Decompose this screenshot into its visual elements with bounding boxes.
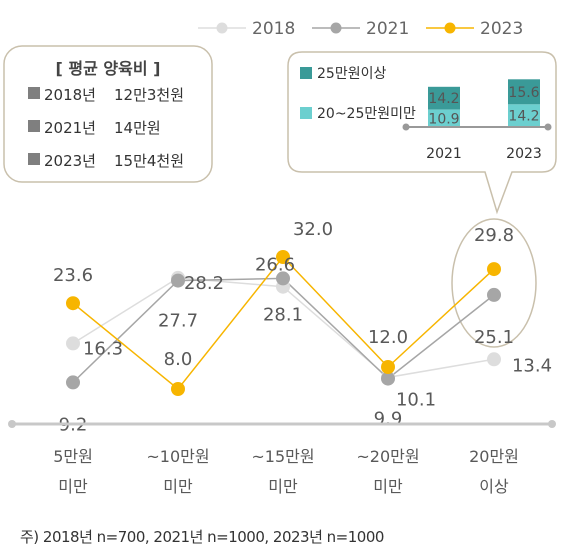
data-label-2023: 8.0 (164, 349, 193, 370)
inset-bar-segment (508, 104, 540, 127)
data-label-2018: 10.1 (396, 389, 436, 410)
data-label-2018: 16.3 (83, 338, 123, 359)
data-point-2021 (66, 375, 80, 390)
average-cost-bullet (28, 153, 40, 165)
x-tick-label: 이상 (479, 477, 509, 496)
inset-bar-label: 14.2 (428, 91, 459, 107)
x-tick-label: 5만원 (53, 447, 93, 466)
inset-callout-bubble (287, 51, 557, 215)
data-label-2018: 26.6 (255, 255, 295, 276)
inset-legend-label: 20~25만원미만 (317, 106, 416, 122)
legend-marker-2021 (330, 22, 342, 34)
data-label-2018: 28.2 (184, 273, 224, 294)
inset-bar-segment (508, 79, 540, 105)
average-cost-year: 2018년 (44, 86, 96, 104)
average-cost-year: 2023년 (44, 152, 96, 170)
inset-legend-swatch (300, 67, 312, 79)
average-cost-box: [ 평균 양육비 ] 2018년 12만3천원 2021년 14만원 2023년 15만4… (3, 45, 213, 183)
data-point-2018 (487, 352, 501, 367)
inset-bar-segment (428, 109, 460, 127)
highlight-ellipse (451, 218, 537, 348)
inset-legend-swatch (300, 107, 312, 119)
inset-callout: 25만원이상 20~25만원미만 10.9 14.2 2021 14.2 15.6 2023 (287, 51, 557, 215)
data-point-2021 (381, 371, 395, 386)
data-point-2021 (171, 273, 185, 288)
inset-x-label: 2023 (506, 146, 542, 162)
data-point-2018 (66, 336, 80, 351)
legend: 2018 2021 2023 (198, 19, 523, 39)
inset-bar-segment (428, 86, 460, 110)
legend-marker-2018 (216, 22, 228, 34)
data-point-2023 (381, 360, 395, 374)
data-label-2021: 25.1 (474, 327, 514, 348)
inset-baseline-end (402, 123, 410, 131)
average-cost-value: 15만4천원 (114, 152, 184, 170)
legend-marker-2023 (444, 22, 456, 34)
data-point-2021 (276, 271, 290, 286)
inset-bar-label: 15.6 (508, 85, 539, 101)
inset-legend-label: 25만원이상 (317, 66, 386, 82)
x-tick-label: 미만 (373, 477, 403, 496)
data-label-2021: 28.1 (263, 304, 303, 325)
legend-label-2023: 2023 (480, 19, 523, 39)
x-tick-label: 20만원 (469, 447, 519, 466)
data-point-2023 (487, 262, 501, 277)
x-axis-end-right (548, 420, 556, 428)
data-point-2021 (487, 287, 501, 302)
average-cost-title: [ 평균 양육비 ] (56, 59, 161, 78)
data-label-2023: 29.8 (474, 225, 514, 246)
series-line-2021 (72, 277, 495, 383)
legend-label-2021: 2021 (366, 19, 409, 39)
data-point-2023 (66, 296, 80, 311)
data-point-2023 (276, 250, 290, 264)
average-cost-value: 14만원 (114, 119, 161, 137)
plot-area: 16.328.226.610.113.49.227.7 28.19.925.123… (53, 219, 552, 435)
average-cost-bullet (28, 87, 40, 99)
inset-baseline-end (544, 123, 552, 131)
x-tick-label: 미만 (163, 477, 193, 496)
average-cost-bullet (28, 120, 40, 132)
x-tick-label: 미만 (268, 477, 298, 496)
inset-bar-label: 14.2 (508, 109, 539, 125)
x-tick-label: 미만 (58, 477, 88, 496)
data-label-2023: 32.0 (293, 219, 333, 240)
x-tick-label: ~20만원 (356, 447, 419, 466)
average-cost-year: 2021년 (44, 119, 96, 137)
data-label-2023: 12.0 (368, 327, 408, 348)
data-label-2023: 23.6 (53, 265, 93, 286)
inset-bar-label: 10.9 (428, 111, 459, 127)
x-tick-label: ~10만원 (146, 447, 209, 466)
average-cost-rows: 2018년 12만3천원 2021년 14만원 2023년 15만4천원 (28, 86, 184, 170)
data-label-2018: 13.4 (512, 355, 552, 376)
data-label-2021: 9.9 (374, 409, 403, 430)
inset-stacked-bar: 25만원이상 20~25만원미만 10.9 14.2 2021 14.2 15.6 2023 (300, 66, 552, 162)
average-cost-value: 12만3천원 (114, 86, 184, 104)
x-axis-end-left (8, 420, 16, 428)
data-label-2021: 27.7 (158, 311, 198, 332)
inset-x-label: 2021 (426, 146, 462, 162)
legend-label-2018: 2018 (252, 19, 295, 39)
data-point-2023 (171, 382, 185, 396)
x-tick-label: ~15만원 (251, 447, 314, 466)
footnote: 주) 2018년 n=700, 2021년 n=1000, 2023년 n=10… (20, 528, 384, 546)
